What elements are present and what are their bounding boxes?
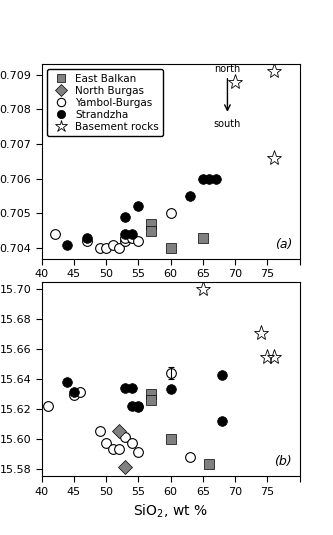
Text: south: south <box>214 119 241 128</box>
X-axis label: SiO$_2$, wt %: SiO$_2$, wt % <box>133 502 208 519</box>
Text: (a): (a) <box>275 238 292 251</box>
Text: (b): (b) <box>274 455 292 468</box>
Legend: East Balkan, North Burgas, Yambol-Burgas, Strandzha, Basement rocks: East Balkan, North Burgas, Yambol-Burgas… <box>47 70 163 136</box>
Text: north: north <box>214 64 240 74</box>
